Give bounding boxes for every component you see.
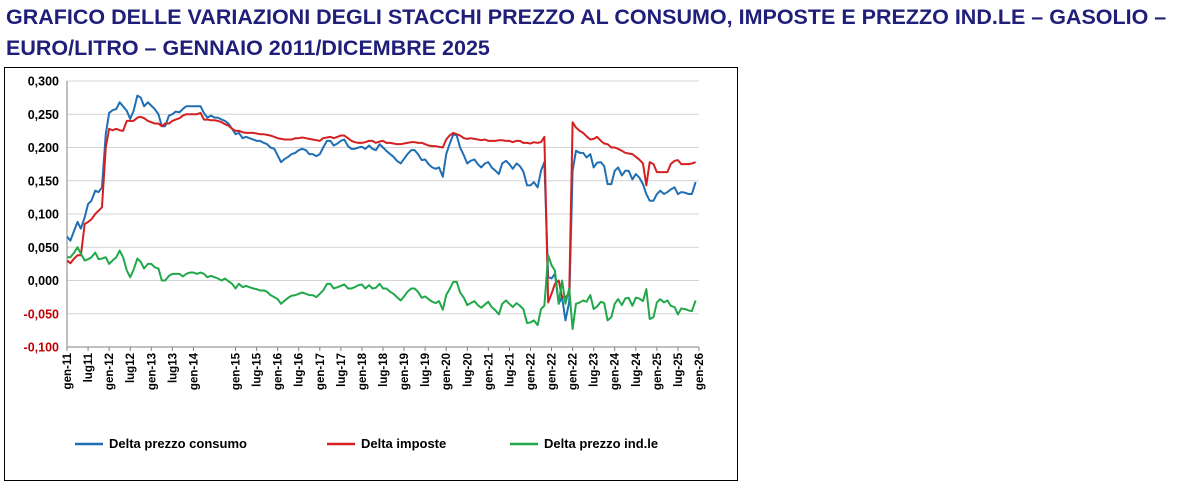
series-line-3 [67,246,697,331]
line-chart: -0,100 -0,050 0,000 0,050 0,100 0,150 0,200 0,2… [24,75,706,452]
x-tick-label: lug12 [125,353,137,383]
x-tick-label: lug-20 [462,353,474,387]
y-tick-label: 0,100 [28,208,59,222]
x-tick-label: lug-19 [420,353,432,387]
x-tick-label: gen-26 [694,353,706,390]
x-tick-label: gen-15 [231,352,243,390]
legend: Delta prezzo consumo Delta imposte Delta p… [75,436,658,451]
legend-label: Delta prezzo consumo [109,436,247,451]
x-tick-label: gen-12 [104,353,116,390]
gridlines [67,80,699,348]
y-axis: -0,100 -0,050 0,000 0,050 0,100 0,150 0,200 0,2… [24,75,68,355]
x-tick-label: lug-24 [631,352,643,386]
x-tick-label: lug-23 [589,353,601,387]
x-tick-label: gen-11 [62,352,74,389]
x-tick-label: gen-19 [399,353,411,390]
chart-title: GRAFICO DELLE VARIAZIONI DEGLI STACCHI P… [6,5,1167,60]
x-tick-label: gen-13 [146,353,158,390]
y-tick-label: 0,000 [28,274,59,288]
series-lines [66,94,697,331]
x-tick-label: gen-24 [610,352,622,390]
x-tick-label: gen-14 [188,352,200,390]
x-tick-label: lug-15 [252,352,264,386]
legend-label: Delta prezzo ind.le [544,436,658,451]
x-tick-label: lug-21 [504,352,516,386]
y-tick-label: 0,150 [28,174,59,188]
x-tick-label: lug13 [167,353,179,383]
x-tick-label: gen-16 [273,353,285,390]
x-tick-label: gen-22 [568,353,580,390]
x-tick-label: gen-20 [441,353,453,390]
y-tick-label: 0,200 [28,141,59,155]
series-line-1 [66,94,697,322]
legend-item-3: Delta prezzo ind.le [510,436,658,451]
x-tick-label: lug-18 [378,352,390,386]
legend-label: Delta imposte [361,436,446,451]
x-tick-label: gen-18 [357,352,369,390]
x-tick-label: lug-17 [336,353,348,387]
x-tick-label: lug-16 [294,353,306,387]
x-tick-label: gen-17 [315,353,327,390]
x-tick-label: gen-25 [652,352,664,390]
y-tick-label: 0,300 [28,75,59,89]
series-line-2 [66,111,696,304]
y-tick-label: -0,100 [24,341,59,355]
x-tick-label: gen-21 [483,352,495,390]
x-axis: gen-11 lug11 gen-12 lug12 gen-13 lug13 gen-14 g… [62,346,706,390]
y-tick-label: 0,050 [28,241,59,255]
x-tick-label: lug11 [83,352,95,382]
y-tick-label: 0,250 [28,108,59,122]
legend-item-1: Delta prezzo consumo [75,436,247,451]
x-tick-label: gen-22 [547,353,559,390]
y-tick-label: -0,050 [24,307,59,321]
x-tick-label: lug-25 [673,352,685,386]
x-tick-label: gen-22 [525,353,537,390]
legend-item-2: Delta imposte [327,436,446,451]
chart-frame: -0,100 -0,050 0,000 0,050 0,100 0,150 0,200 0,2… [4,67,738,481]
